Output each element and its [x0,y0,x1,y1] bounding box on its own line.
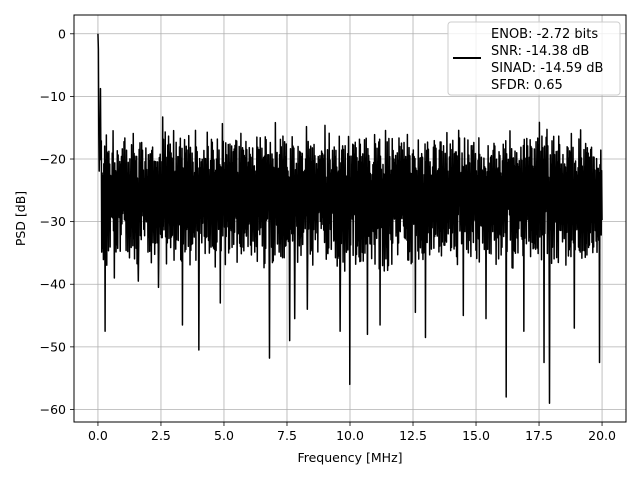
y-tick-label: −10 [40,89,66,104]
y-axis-label: PSD [dB] [13,191,28,246]
x-tick-label: 0.0 [88,428,108,443]
y-tick-label: 0 [58,26,66,41]
y-tick-label: −60 [40,402,66,417]
x-tick-label: 7.5 [277,428,297,443]
x-tick-label: 12.5 [399,428,427,443]
series-line [97,33,603,404]
legend-line-enob: ENOB: -2.72 bits [491,27,598,42]
y-tick-label: −50 [40,339,66,354]
legend-line-sinad: SINAD: -14.59 dB [491,61,603,76]
legend-line-snr: SNR: -14.38 dB [491,44,589,59]
x-tick-label: 10.0 [336,428,364,443]
x-tick-label: 2.5 [151,428,171,443]
x-tick-label: 5.0 [214,428,234,443]
x-tick-label: 15.0 [462,428,490,443]
legend-line-sfdr: SFDR: 0.65 [491,78,563,93]
legend-box [447,21,621,96]
y-tick-label: −20 [40,152,66,167]
x-tick-label: 20.0 [588,428,616,443]
y-axis-ticks: 0 −10 −20 −30 −40 −50 −60 [40,26,74,417]
y-tick-label: −30 [40,214,66,229]
x-axis-label: Frequency [MHz] [297,450,402,465]
x-tick-label: 17.5 [525,428,553,443]
x-axis-ticks: 0.0 2.5 5.0 7.5 10.0 12.5 15.0 17.5 20.0 [88,422,616,443]
legend: ENOB: -2.72 bits SNR: -14.38 dB SINAD: -… [447,21,621,96]
plot-area [97,33,603,404]
y-tick-label: −40 [40,277,66,292]
